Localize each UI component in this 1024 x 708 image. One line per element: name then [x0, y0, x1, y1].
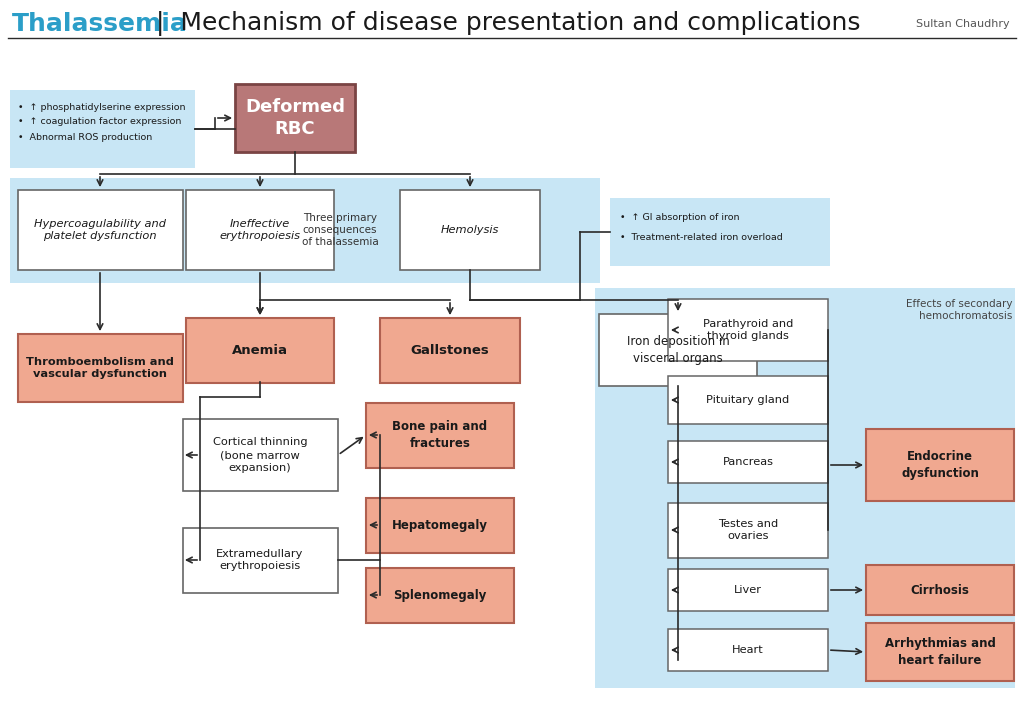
- FancyBboxPatch shape: [186, 317, 334, 382]
- FancyBboxPatch shape: [234, 84, 355, 152]
- FancyBboxPatch shape: [595, 288, 1015, 688]
- Text: Anemia: Anemia: [232, 343, 288, 357]
- Text: Pancreas: Pancreas: [723, 457, 773, 467]
- FancyBboxPatch shape: [182, 419, 338, 491]
- Text: Splenomegaly: Splenomegaly: [393, 588, 486, 602]
- Text: Hemolysis: Hemolysis: [440, 225, 499, 235]
- FancyBboxPatch shape: [668, 503, 828, 557]
- Text: •  Treatment-related iron overload: • Treatment-related iron overload: [620, 234, 782, 243]
- Text: Pituitary gland: Pituitary gland: [707, 395, 790, 405]
- FancyBboxPatch shape: [610, 198, 830, 266]
- Text: Cirrhosis: Cirrhosis: [910, 583, 970, 597]
- FancyBboxPatch shape: [866, 623, 1014, 681]
- FancyBboxPatch shape: [668, 299, 828, 361]
- Text: Arrhythmias and
heart failure: Arrhythmias and heart failure: [885, 637, 995, 667]
- Text: |  Mechanism of disease presentation and complications: | Mechanism of disease presentation and …: [148, 11, 860, 37]
- FancyBboxPatch shape: [17, 190, 182, 270]
- Text: Thalassemia: Thalassemia: [12, 12, 187, 36]
- Text: Cortical thinning
(bone marrow
expansion): Cortical thinning (bone marrow expansion…: [213, 438, 307, 473]
- FancyBboxPatch shape: [866, 429, 1014, 501]
- FancyBboxPatch shape: [10, 178, 600, 283]
- Text: Hepatomegaly: Hepatomegaly: [392, 518, 488, 532]
- FancyBboxPatch shape: [366, 403, 514, 467]
- FancyBboxPatch shape: [366, 568, 514, 622]
- Text: Endocrine
dysfunction: Endocrine dysfunction: [901, 450, 979, 480]
- FancyBboxPatch shape: [668, 376, 828, 424]
- Text: Heart: Heart: [732, 645, 764, 655]
- FancyBboxPatch shape: [866, 565, 1014, 615]
- Text: •  ↑ GI absorption of iron: • ↑ GI absorption of iron: [620, 214, 739, 222]
- Text: Deformed
RBC: Deformed RBC: [245, 98, 345, 139]
- FancyBboxPatch shape: [366, 498, 514, 552]
- FancyBboxPatch shape: [186, 190, 334, 270]
- FancyBboxPatch shape: [668, 441, 828, 483]
- FancyBboxPatch shape: [380, 317, 520, 382]
- Text: Iron deposition in
visceral organs: Iron deposition in visceral organs: [627, 336, 729, 365]
- FancyBboxPatch shape: [182, 527, 338, 593]
- Text: Bone pain and
fractures: Bone pain and fractures: [392, 421, 487, 450]
- Text: Sultan Chaudhry: Sultan Chaudhry: [916, 19, 1010, 29]
- FancyBboxPatch shape: [17, 334, 182, 402]
- Text: •  ↑ phosphatidylserine expression: • ↑ phosphatidylserine expression: [18, 103, 185, 111]
- Text: Ineffective
erythropoiesis: Ineffective erythropoiesis: [219, 219, 300, 241]
- Text: Liver: Liver: [734, 585, 762, 595]
- Text: Gallstones: Gallstones: [411, 343, 489, 357]
- Text: Hypercoagulability and
platelet dysfunction: Hypercoagulability and platelet dysfunct…: [34, 219, 166, 241]
- Text: Parathyroid and
thyroid glands: Parathyroid and thyroid glands: [702, 319, 794, 341]
- FancyBboxPatch shape: [668, 629, 828, 671]
- FancyBboxPatch shape: [10, 90, 195, 168]
- FancyBboxPatch shape: [599, 314, 757, 386]
- Text: Testes and
ovaries: Testes and ovaries: [718, 518, 778, 542]
- Text: Extramedullary
erythropoiesis: Extramedullary erythropoiesis: [216, 549, 304, 571]
- Text: Effects of secondary
hemochromatosis: Effects of secondary hemochromatosis: [905, 299, 1012, 321]
- FancyBboxPatch shape: [668, 569, 828, 611]
- Text: Three primary
consequences
of thalassemia: Three primary consequences of thalassemi…: [302, 212, 379, 247]
- Text: Thromboembolism and
vascular dysfunction: Thromboembolism and vascular dysfunction: [26, 357, 174, 379]
- Text: •  Abnormal ROS production: • Abnormal ROS production: [18, 132, 153, 142]
- FancyBboxPatch shape: [400, 190, 540, 270]
- Text: •  ↑ coagulation factor expression: • ↑ coagulation factor expression: [18, 118, 181, 127]
